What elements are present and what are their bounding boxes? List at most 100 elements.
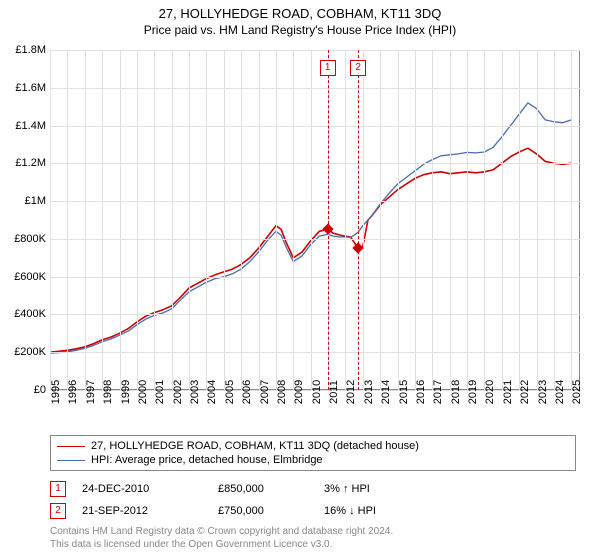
x-tick-label: 2017 [432, 380, 444, 404]
sales-table: 124-DEC-2010£850,0003% ↑ HPI221-SEP-2012… [50, 478, 474, 522]
x-tick-label: 2007 [259, 380, 271, 404]
x-tick-label: 1997 [85, 380, 97, 404]
x-tick-label: 2008 [276, 380, 288, 404]
y-tick-label: £0 [34, 384, 46, 396]
gridline-v [380, 50, 381, 390]
x-tick-label: 2018 [450, 380, 462, 404]
x-tick-label: 2024 [554, 380, 566, 404]
gridline-h [50, 239, 580, 240]
y-tick-label: £200K [14, 346, 46, 358]
footer-line-1: Contains HM Land Registry data © Crown c… [50, 525, 393, 538]
x-tick-label: 2013 [363, 380, 375, 404]
gridline-v [154, 50, 155, 390]
x-tick-label: 1999 [120, 380, 132, 404]
gridline-v [241, 50, 242, 390]
gridline-v [363, 50, 364, 390]
x-tick-label: 2009 [293, 380, 305, 404]
y-tick-label: £1.6M [15, 82, 46, 94]
gridline-v [537, 50, 538, 390]
x-tick-label: 2002 [172, 380, 184, 404]
sale-marker-box: 2 [350, 60, 366, 76]
y-tick-label: £1M [25, 195, 46, 207]
x-tick-label: 2001 [154, 380, 166, 404]
x-tick-label: 2014 [380, 380, 392, 404]
chart-subtitle: Price paid vs. HM Land Registry's House … [0, 21, 600, 37]
x-tick-label: 1996 [67, 380, 79, 404]
sale-number-box: 1 [50, 481, 66, 497]
gridline-v [259, 50, 260, 390]
x-tick-label: 2003 [189, 380, 201, 404]
y-tick-label: £400K [14, 308, 46, 320]
gridline-v [415, 50, 416, 390]
gridline-h [50, 277, 580, 278]
chart-title: 27, HOLLYHEDGE ROAD, COBHAM, KT11 3DQ [0, 0, 600, 21]
gridline-h [50, 352, 580, 353]
gridline-v [50, 50, 51, 390]
gridline-v [484, 50, 485, 390]
gridline-v [102, 50, 103, 390]
legend-item: 27, HOLLYHEDGE ROAD, COBHAM, KT11 3DQ (d… [57, 439, 569, 453]
sale-row: 2 21-SEP-2012 £750,000 16% ↓ HPI [50, 500, 474, 522]
gridline-v [554, 50, 555, 390]
legend-swatch [57, 446, 85, 447]
gridline-v [398, 50, 399, 390]
gridline-h [50, 314, 580, 315]
x-tick-label: 2016 [415, 380, 427, 404]
sale-marker-box: 1 [320, 60, 336, 76]
chart-container: 27, HOLLYHEDGE ROAD, COBHAM, KT11 3DQ Pr… [0, 0, 600, 560]
x-tick-label: 2010 [311, 380, 323, 404]
sale-date: 24-DEC-2010 [82, 483, 202, 495]
x-tick-label: 2012 [345, 380, 357, 404]
x-tick-label: 2021 [502, 380, 514, 404]
gridline-h [50, 201, 580, 202]
gridline-h [50, 126, 580, 127]
gridline-v [172, 50, 173, 390]
x-tick-label: 1998 [102, 380, 114, 404]
legend-label: HPI: Average price, detached house, Elmb… [91, 454, 323, 466]
gridline-h [50, 163, 580, 164]
sale-diff: 16% ↓ HPI [324, 505, 474, 517]
gridline-v [276, 50, 277, 390]
gridline-v [450, 50, 451, 390]
gridline-v [224, 50, 225, 390]
legend-item: HPI: Average price, detached house, Elmb… [57, 453, 569, 467]
y-tick-label: £1.8M [15, 44, 46, 56]
gridline-v [345, 50, 346, 390]
y-tick-label: £600K [14, 271, 46, 283]
gridline-v [137, 50, 138, 390]
gridline-v [519, 50, 520, 390]
footer-line-2: This data is licensed under the Open Gov… [50, 538, 393, 551]
x-tick-label: 2025 [571, 380, 583, 404]
y-tick-label: £800K [14, 233, 46, 245]
x-tick-label: 2020 [484, 380, 496, 404]
sale-price: £750,000 [218, 505, 308, 517]
sale-date: 21-SEP-2012 [82, 505, 202, 517]
sale-number-box: 2 [50, 503, 66, 519]
sale-row: 124-DEC-2010£850,0003% ↑ HPI [50, 478, 474, 500]
gridline-h [50, 88, 580, 89]
x-tick-label: 2022 [519, 380, 531, 404]
gridline-v [467, 50, 468, 390]
x-tick-label: 2011 [328, 380, 340, 404]
legend-label: 27, HOLLYHEDGE ROAD, COBHAM, KT11 3DQ (d… [91, 440, 419, 452]
plot-area: £0£200K£400K£600K£800K£1M£1.2M£1.4M£1.6M… [50, 50, 580, 390]
gridline-v [67, 50, 68, 390]
x-tick-label: 2015 [398, 380, 410, 404]
x-tick-label: 2019 [467, 380, 479, 404]
x-tick-label: 2023 [537, 380, 549, 404]
x-tick-label: 2000 [137, 380, 149, 404]
gridline-v [502, 50, 503, 390]
gridline-v [571, 50, 572, 390]
gridline-v [206, 50, 207, 390]
gridline-v [189, 50, 190, 390]
gridline-v [293, 50, 294, 390]
legend-swatch [57, 460, 85, 461]
footer-attribution: Contains HM Land Registry data © Crown c… [50, 525, 393, 551]
gridline-v [311, 50, 312, 390]
sale-diff: 3% ↑ HPI [324, 483, 474, 495]
sale-dashed-line [328, 50, 329, 390]
legend: 27, HOLLYHEDGE ROAD, COBHAM, KT11 3DQ (d… [50, 435, 576, 471]
y-tick-label: £1.2M [15, 157, 46, 169]
plot-background [50, 50, 580, 390]
x-tick-label: 2005 [224, 380, 236, 404]
